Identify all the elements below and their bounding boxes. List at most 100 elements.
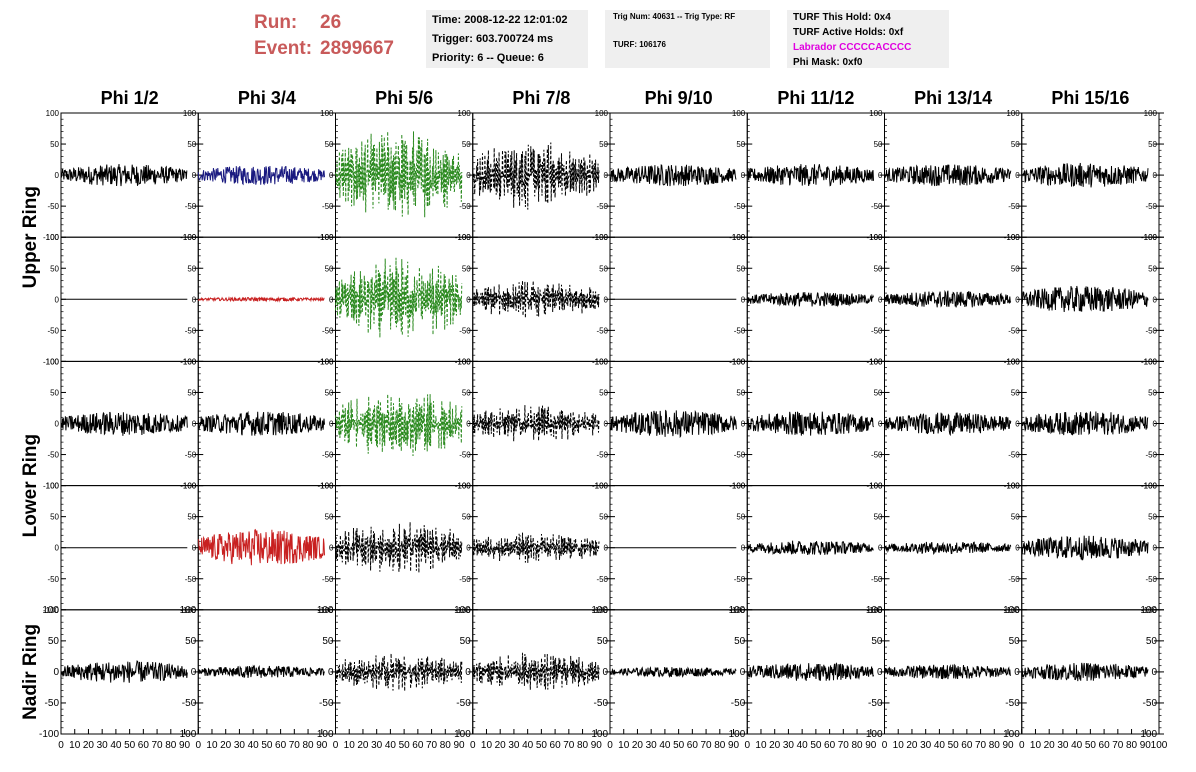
x-tick-label: 100 xyxy=(1151,740,1168,751)
y-tick-label: -50 xyxy=(1008,326,1020,335)
y-tick-label: 50 xyxy=(874,140,883,149)
trig-num-text: Trig Num: 40631 -- Trig Type: RF xyxy=(613,12,736,21)
x-tick-label: 50 xyxy=(536,740,548,751)
y-tick-label: 50 xyxy=(50,513,59,522)
y-tick-label: -50 xyxy=(596,326,608,335)
y-tick-label: 50 xyxy=(874,388,883,397)
y-tick-label: -100 xyxy=(1141,482,1158,491)
y-tick-label: 0 xyxy=(465,667,471,678)
y-tick-label: 0 xyxy=(55,171,60,180)
y-tick-label: 100 xyxy=(46,357,60,366)
y-tick-label: 100 xyxy=(183,109,197,118)
y-tick-label: 50 xyxy=(736,140,745,149)
y-tick-label: 0 xyxy=(604,171,609,180)
y-tick-label: 50 xyxy=(185,636,197,647)
y-tick-label: 0 xyxy=(55,295,60,304)
y-tick-label: -50 xyxy=(1008,202,1020,211)
y-tick-label: 50 xyxy=(462,264,471,273)
y-tick-label: 100 xyxy=(595,233,609,242)
y-tick-label: 0 xyxy=(878,420,883,429)
x-tick-label: 70 xyxy=(152,740,164,751)
x-tick-label: 30 xyxy=(371,740,383,751)
x-tick-label: 80 xyxy=(302,740,314,751)
x-tick-label: 60 xyxy=(1099,740,1111,751)
y-tick-label: 0 xyxy=(1015,295,1020,304)
y-tick-label: 100 xyxy=(320,109,334,118)
y-tick-label: -50 xyxy=(45,698,60,709)
y-tick-label: -50 xyxy=(734,575,746,584)
y-tick-label: 50 xyxy=(1011,264,1020,273)
y-tick-label: 100 xyxy=(1144,233,1158,242)
x-tick-label: 50 xyxy=(124,740,136,751)
y-tick-label: -100 xyxy=(866,482,883,491)
waveform-trace xyxy=(746,164,874,187)
y-tick-label: 50 xyxy=(325,264,334,273)
column-header: Phi 9/10 xyxy=(645,88,713,108)
y-tick-label: 50 xyxy=(1011,513,1020,522)
y-tick-label: -50 xyxy=(185,575,197,584)
y-tick-label: -100 xyxy=(176,729,196,740)
y-tick-label: -100 xyxy=(862,729,882,740)
y-tick-label: 100 xyxy=(317,605,334,616)
y-tick-label: -50 xyxy=(1008,451,1020,460)
x-tick-label: 60 xyxy=(687,740,699,751)
waveform-trace xyxy=(197,410,325,436)
x-tick-label: 30 xyxy=(920,740,932,751)
y-tick-label: 100 xyxy=(1144,357,1158,366)
waveform-trace xyxy=(1021,285,1149,313)
y-tick-label: -50 xyxy=(459,451,471,460)
waveform-trace xyxy=(60,660,188,683)
x-tick-label: 70 xyxy=(563,740,575,751)
y-tick-label: 100 xyxy=(732,357,746,366)
x-tick-label: 80 xyxy=(577,740,589,751)
y-tick-label: 100 xyxy=(320,233,334,242)
y-tick-label: -100 xyxy=(43,482,60,491)
y-tick-label: -100 xyxy=(180,606,197,615)
y-tick-label: 100 xyxy=(869,109,883,118)
waveform-trace xyxy=(1021,411,1149,436)
waveform-trace xyxy=(60,163,188,187)
waveform-trace xyxy=(472,532,600,563)
y-tick-label: 100 xyxy=(869,233,883,242)
y-tick-label: -50 xyxy=(459,326,471,335)
y-tick-label: 50 xyxy=(736,513,745,522)
x-tick-label: 0 xyxy=(744,740,750,751)
waveform-trace xyxy=(884,289,1012,308)
y-tick-label: 50 xyxy=(462,388,471,397)
x-tick-label: 0 xyxy=(333,740,339,751)
y-tick-label: -50 xyxy=(1145,575,1157,584)
y-tick-label: 0 xyxy=(192,295,197,304)
y-tick-label: -50 xyxy=(1145,451,1157,460)
y-tick-label: 50 xyxy=(322,636,334,647)
y-tick-label: 50 xyxy=(736,264,745,273)
x-tick-label: 30 xyxy=(783,740,795,751)
y-tick-label: 100 xyxy=(1003,605,1020,616)
y-tick-label: -50 xyxy=(322,451,334,460)
y-tick-label: 100 xyxy=(1006,233,1020,242)
y-tick-label: 0 xyxy=(1153,295,1158,304)
y-tick-label: 50 xyxy=(1011,388,1020,397)
y-tick-label: 50 xyxy=(1011,140,1020,149)
y-tick-label: -100 xyxy=(180,357,197,366)
waveform-trace xyxy=(197,165,325,186)
y-tick-label: 100 xyxy=(869,482,883,491)
y-tick-label: -100 xyxy=(1004,606,1021,615)
x-tick-label: 10 xyxy=(893,740,905,751)
y-tick-label: 100 xyxy=(457,357,471,366)
waveform-trace xyxy=(1021,162,1149,188)
x-tick-label: 80 xyxy=(714,740,726,751)
y-tick-label: -100 xyxy=(725,729,745,740)
x-tick-label: 70 xyxy=(975,740,987,751)
y-tick-label: 100 xyxy=(183,233,197,242)
waveform-trace xyxy=(472,405,600,442)
waveform-trace xyxy=(609,409,737,439)
y-tick-label: 0 xyxy=(329,544,334,553)
x-tick-label: 20 xyxy=(906,740,918,751)
y-tick-label: -100 xyxy=(180,482,197,491)
y-tick-label: 100 xyxy=(866,605,883,616)
y-tick-label: 0 xyxy=(466,420,471,429)
y-tick-label: -100 xyxy=(866,357,883,366)
y-tick-label: 0 xyxy=(191,667,197,678)
x-tick-label: 80 xyxy=(851,740,863,751)
waveform-trace xyxy=(746,411,874,436)
